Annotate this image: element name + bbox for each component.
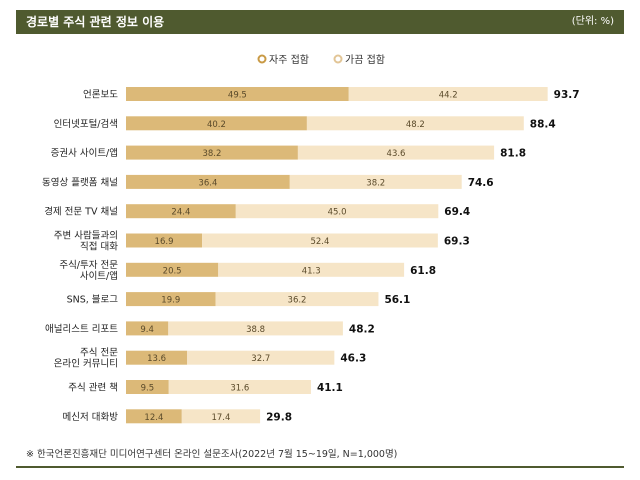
category-label-1: 언론보도 (83, 89, 118, 101)
value-label-occasional-4: 38.2 (366, 178, 385, 188)
value-label-occasional-12: 17.4 (211, 413, 230, 423)
category-label-7-line-1: 주식/투자 전문 (59, 260, 118, 271)
value-label-frequent-8: 19.9 (161, 296, 180, 306)
bar-occasional-7 (218, 262, 405, 277)
value-label-occasional-7: 41.3 (302, 266, 321, 276)
bar-frequent-2 (126, 116, 307, 131)
bar-occasional-4 (289, 174, 462, 189)
bar-frequent-9 (126, 321, 169, 336)
category-label-12: 메신저 대화방 (63, 412, 119, 423)
category-label-10-line-1: 주식 전문 (80, 348, 118, 359)
bar-occasional-10 (187, 350, 335, 365)
category-label-8: SNS, 블로그 (67, 295, 119, 306)
bar-occasional-5 (235, 204, 439, 219)
value-label-frequent-11: 9.5 (141, 384, 155, 394)
bar-frequent-10 (126, 350, 188, 365)
total-label-8: 56.1 (384, 294, 410, 306)
value-label-occasional-3: 43.6 (387, 149, 406, 159)
value-label-occasional-9: 38.8 (246, 325, 265, 335)
bar-occasional-1 (348, 87, 548, 101)
category-label-5: 경제 전문 TV 채널 (44, 206, 118, 218)
value-label-frequent-2: 40.2 (207, 120, 226, 130)
category-label-4: 동영상 플랫폼 채널 (42, 177, 118, 188)
bar-frequent-7 (126, 262, 219, 277)
bar-frequent-4 (126, 174, 290, 189)
total-label-5: 69.4 (444, 206, 470, 218)
total-label-12: 29.8 (266, 411, 292, 423)
bar-frequent-1 (126, 87, 349, 101)
total-label-6: 69.3 (444, 236, 470, 248)
value-label-occasional-11: 31.6 (230, 384, 249, 394)
bar-occasional-6 (202, 233, 438, 248)
unit-label: (단위: %) (571, 16, 614, 27)
category-label-3: 증권사 사이트/앱 (51, 147, 118, 159)
value-label-occasional-2: 48.2 (406, 120, 425, 130)
value-label-occasional-10: 32.7 (251, 354, 270, 364)
bar-frequent-12 (126, 409, 182, 424)
value-label-frequent-7: 20.5 (163, 266, 182, 276)
value-label-frequent-6: 16.9 (155, 237, 174, 247)
bar-occasional-8 (215, 292, 379, 307)
total-label-3: 81.8 (500, 148, 526, 160)
bar-frequent-11 (126, 380, 169, 394)
bottom-rule (16, 466, 624, 468)
bar-frequent-8 (126, 292, 216, 307)
total-label-9: 48.2 (349, 323, 375, 335)
category-label-7-line-2: 사이트/앱 (80, 270, 118, 282)
bar-frequent-3 (126, 145, 298, 160)
value-label-frequent-9: 9.4 (140, 325, 154, 335)
bar-frequent-5 (126, 204, 236, 219)
chart-header: 경로별 주식 관련 정보 이용 (단위: %) (16, 10, 624, 34)
value-label-frequent-12: 12.4 (144, 413, 163, 423)
total-label-11: 41.1 (317, 382, 343, 394)
bar-occasional-3 (297, 145, 495, 160)
value-label-occasional-8: 36.2 (288, 296, 307, 306)
value-label-frequent-10: 13.6 (147, 354, 166, 364)
bar-occasional-9 (168, 321, 343, 336)
category-label-10-line-2: 온라인 커뮤니티 (54, 359, 118, 370)
legend-marker-2 (333, 54, 343, 64)
category-label-11: 주식 관련 책 (68, 383, 118, 394)
value-label-occasional-1: 44.2 (439, 91, 458, 101)
legend-label-1: 자주 접함 (269, 54, 309, 66)
bar-occasional-12 (181, 409, 261, 424)
total-label-7: 61.8 (410, 265, 436, 277)
total-label-10: 46.3 (340, 353, 366, 365)
legend-marker-1 (257, 54, 267, 64)
category-label-6-line-2: 직접 대화 (80, 241, 118, 253)
value-label-occasional-5: 45.0 (328, 208, 347, 218)
value-label-frequent-4: 36.4 (198, 178, 217, 188)
total-label-2: 88.4 (530, 118, 556, 130)
bar-occasional-11 (168, 380, 311, 394)
category-label-6-line-1: 주변 사람들과의 (54, 230, 118, 242)
value-label-occasional-6: 52.4 (310, 237, 329, 247)
value-label-frequent-1: 49.5 (228, 91, 247, 101)
total-label-1: 93.7 (554, 89, 580, 101)
value-label-frequent-5: 24.4 (171, 208, 190, 218)
total-label-4: 74.6 (468, 177, 494, 189)
category-label-2: 인터넷포털/검색 (54, 118, 118, 130)
chart-title: 경로별 주식 관련 정보 이용 (26, 15, 165, 29)
category-label-9: 애널리스트 리포트 (45, 324, 118, 335)
bar-frequent-6 (126, 233, 203, 248)
bar-occasional-2 (306, 116, 524, 131)
source-footnote: ※ 한국언론진흥재단 미디어연구센터 온라인 설문조사(2022년 7월 15~… (26, 449, 398, 460)
legend-label-2: 가끔 접함 (345, 54, 385, 66)
value-label-frequent-3: 38.2 (202, 149, 221, 159)
